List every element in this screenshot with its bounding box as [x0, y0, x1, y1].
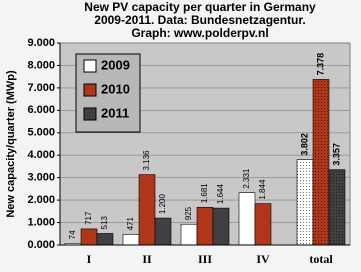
y-axis-label: New capacity/quarter (MWp) [5, 70, 17, 218]
y-tick-label: 2.000 [27, 194, 55, 206]
bar [238, 192, 256, 246]
value-label: 3.357 [331, 143, 341, 166]
x-tick-label: total [309, 252, 333, 266]
value-label: 471 [126, 217, 135, 231]
legend-label: 2009 [101, 57, 130, 72]
y-tick-label: 6.000 [27, 104, 55, 116]
legend-swatch [83, 107, 97, 121]
bar [212, 207, 230, 246]
value-label: 3.802 [299, 133, 309, 156]
value-label: 1.644 [216, 184, 225, 205]
value-label: 74 [68, 230, 77, 239]
bar [80, 228, 98, 246]
y-tick-label: 7.000 [27, 82, 55, 94]
bar [196, 206, 214, 246]
y-tick-label: 8.000 [27, 59, 55, 71]
x-tick-label: II [142, 252, 152, 266]
y-tick-label: 9.000 [27, 37, 55, 49]
bar-hatch [313, 79, 329, 245]
value-label: 1.844 [258, 179, 267, 200]
y-tick-label: 4.000 [27, 149, 55, 161]
bar [180, 223, 198, 246]
y-tick-label: 3.000 [27, 172, 55, 184]
x-tick-label: IV [256, 252, 270, 266]
bar [154, 217, 172, 246]
bar [122, 234, 140, 246]
y-tick-label: 5.000 [27, 127, 55, 139]
legend-label: 2011 [101, 105, 129, 120]
value-label: 3.136 [142, 150, 151, 171]
chart-title: Graph: www.polderpv.nl [131, 26, 268, 40]
bar [254, 203, 272, 246]
value-label: 717 [84, 211, 93, 225]
x-tick-label: I [87, 252, 92, 266]
value-label: 1.681 [200, 183, 209, 204]
value-label: 7.378 [315, 53, 325, 76]
chart-title: New PV capacity per quarter in Germany [84, 0, 316, 14]
bar [138, 174, 156, 246]
chart-title: 2009-2011. Data: Bundesnetzagentur. [94, 13, 305, 27]
value-label: 925 [184, 206, 193, 220]
value-label: 2.331 [242, 168, 251, 189]
value-label: 1.200 [158, 193, 167, 214]
bar-hatch [329, 169, 345, 245]
bar [96, 233, 114, 246]
y-tick-label: 1.000 [27, 216, 55, 228]
value-label: 513 [100, 216, 109, 230]
legend-label: 2010 [101, 81, 130, 96]
legend-swatch [83, 83, 97, 97]
x-tick-label: III [198, 252, 212, 266]
bar-hatch [297, 159, 313, 245]
legend-swatch [83, 59, 97, 73]
y-tick-label: 0.000 [27, 239, 55, 251]
